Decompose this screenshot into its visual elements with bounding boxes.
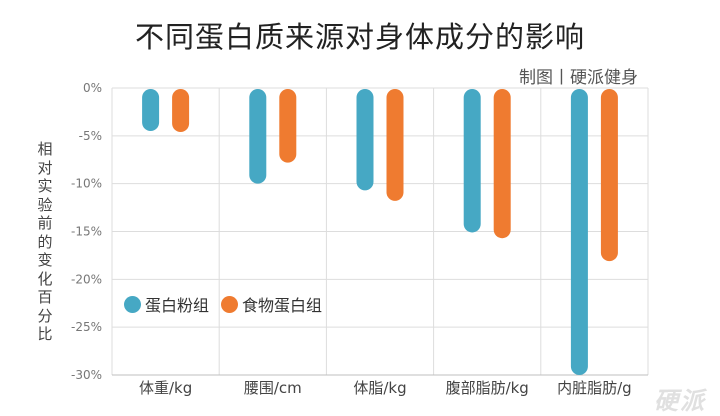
legend-label-series-1: 蛋白粉组 [145,296,210,315]
bar-series-1 [142,89,160,132]
x-category-label: 腹部脂肪/kg [446,379,529,397]
bar-series-1 [463,89,481,233]
bar-series-2 [172,89,190,133]
legend: 蛋白粉组 食物蛋白组 [124,292,334,316]
bar-series-2 [279,89,297,163]
legend-label-series-2: 食物蛋白组 [242,296,323,315]
legend-swatch-series-2 [221,295,239,313]
legend-item-series-2: 食物蛋白组 [221,292,322,316]
bar-series-1 [249,89,267,184]
bar-series-2 [600,89,618,262]
y-tick-label: 0% [83,81,102,95]
legend-item-series-1: 蛋白粉组 [124,292,209,316]
x-category-label: 内脏脂肪/g [557,379,632,397]
bar-series-2 [386,89,404,201]
chart-credit: 制图丨硬派健身 [519,68,638,88]
y-tick-label: -5% [79,129,102,143]
y-axis-label: 相对实验前的变化百分比 [37,140,53,343]
x-category-label: 体重/kg [139,379,192,397]
x-category-label: 腰围/cm [244,379,302,397]
y-tick-label: -10% [71,177,102,191]
y-tick-label: -25% [71,320,102,334]
legend-swatch-series-1 [124,295,141,313]
bar-series-1 [570,89,588,375]
y-tick-label: -15% [71,225,102,239]
y-tick-label: -20% [71,272,102,286]
x-category-label: 体脂/kg [353,379,406,397]
chart-title: 不同蛋白质来源对身体成分的影响 [134,20,585,54]
y-tick-label: -30% [71,368,102,382]
watermark: 硬派 [654,387,706,415]
bar-series-2 [493,89,511,239]
bar-series-1 [356,89,374,191]
